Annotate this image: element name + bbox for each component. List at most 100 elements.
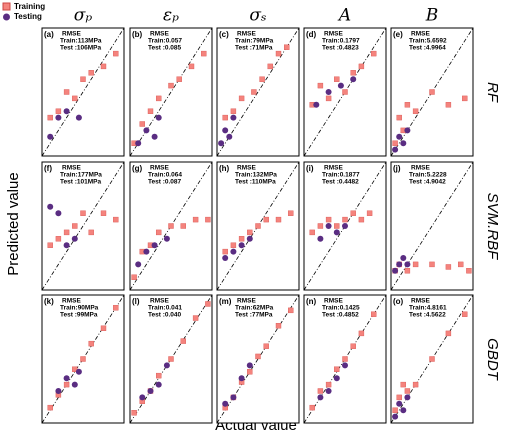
training-point: [400, 381, 406, 388]
testing-point: [163, 362, 170, 369]
rmse-annotation: Train:5.2228: [409, 172, 447, 179]
training-point: [88, 340, 94, 347]
training-point: [267, 63, 273, 70]
training-point: [147, 108, 154, 114]
testing-point: [396, 133, 403, 140]
testing-point: [392, 146, 399, 153]
training-point: [113, 305, 119, 311]
training-point: [113, 50, 119, 57]
rmse-annotation: Test :0.085: [148, 45, 182, 52]
rmse-annotation: RMSE: [324, 31, 343, 38]
testing-point: [246, 235, 253, 242]
training-point: [325, 381, 332, 388]
rmse-annotation: RMSE: [62, 31, 81, 38]
training-point: [63, 381, 70, 388]
testing-point: [230, 248, 237, 255]
rmse-annotation: RMSE: [411, 31, 430, 38]
training-point: [100, 210, 107, 216]
training-point: [222, 114, 228, 121]
rmse-annotation: Test :106MPa: [60, 45, 101, 52]
training-point: [412, 261, 419, 268]
rmse-annotation: Train:62MPa: [235, 305, 274, 312]
training-point: [429, 356, 435, 362]
training-point: [358, 63, 365, 70]
testing-point: [404, 127, 411, 134]
testing-point: [337, 82, 344, 89]
testing-point: [218, 140, 225, 147]
y-axis-label: Predicted value: [5, 172, 22, 275]
training-point: [392, 407, 398, 413]
training-point: [342, 216, 348, 223]
training-point: [412, 108, 419, 114]
training-point: [139, 121, 146, 127]
testing-point: [63, 108, 70, 115]
testing-point: [55, 114, 62, 121]
testing-point: [47, 203, 54, 210]
testing-point: [47, 133, 54, 140]
training-point: [275, 216, 282, 223]
rmse-annotation: Test :4.9964: [409, 45, 446, 52]
training-point: [334, 76, 340, 82]
training-point: [275, 50, 282, 57]
training-point: [263, 343, 269, 349]
panel-label: (k): [44, 297, 54, 306]
training-point: [309, 404, 315, 411]
rmse-annotation: Train:0.1877: [322, 172, 360, 179]
training-point: [466, 268, 472, 274]
training-point: [317, 388, 324, 394]
testing-point: [151, 242, 158, 249]
testing-point: [163, 235, 170, 242]
panel-label: (c): [219, 30, 229, 39]
testing-point: [317, 235, 324, 242]
diagonal: [41, 27, 125, 157]
training-point: [358, 216, 365, 223]
testing-point: [151, 133, 158, 140]
rmse-annotation: RMSE: [150, 31, 169, 38]
rmse-annotation: Test :0.4823: [322, 45, 359, 52]
testing-point: [342, 223, 348, 229]
training-point: [188, 63, 195, 70]
training-point: [55, 108, 62, 114]
training-point: [131, 274, 137, 280]
testing-point: [135, 261, 142, 268]
training-point: [325, 95, 332, 102]
training-point: [47, 404, 53, 411]
training-point: [371, 311, 377, 317]
training-point: [429, 89, 435, 95]
panel-label: (m): [219, 297, 232, 306]
rmse-annotation: Test :0.040: [148, 312, 182, 319]
testing-point: [222, 400, 229, 407]
testing-point: [342, 362, 348, 369]
training-point: [404, 268, 411, 274]
testing-point: [325, 388, 332, 394]
rmse-annotation: RMSE: [150, 298, 169, 305]
testing-point: [71, 235, 78, 242]
training-point: [100, 325, 107, 331]
testing-point: [143, 127, 150, 134]
training-point: [192, 315, 199, 321]
training-point: [350, 70, 356, 76]
training-point: [404, 388, 411, 394]
diagonal: [390, 27, 474, 157]
training-point: [288, 307, 294, 314]
column-title: B: [425, 6, 439, 26]
rmse-annotation: Test :110MPa: [235, 179, 276, 186]
training-point: [72, 366, 78, 372]
diagonal: [41, 294, 125, 424]
training-point: [396, 114, 402, 121]
rmse-annotation: RMSE: [150, 165, 169, 172]
row-title: GBDT: [484, 338, 501, 382]
rmse-annotation: Train:177MPa: [60, 172, 102, 179]
diagonal: [390, 294, 474, 424]
rmse-annotation: Train:90MPa: [60, 305, 99, 312]
training-point: [155, 372, 162, 379]
rmse-annotation: Train:79MPa: [235, 38, 274, 45]
training-point: [462, 311, 468, 317]
panel-label: (l): [132, 297, 140, 306]
diagonal: [129, 161, 213, 291]
training-point: [404, 102, 411, 108]
rmse-annotation: RMSE: [62, 298, 81, 305]
rmse-annotation: Test :71MPa: [235, 45, 273, 52]
panel-label: (e): [393, 30, 403, 39]
